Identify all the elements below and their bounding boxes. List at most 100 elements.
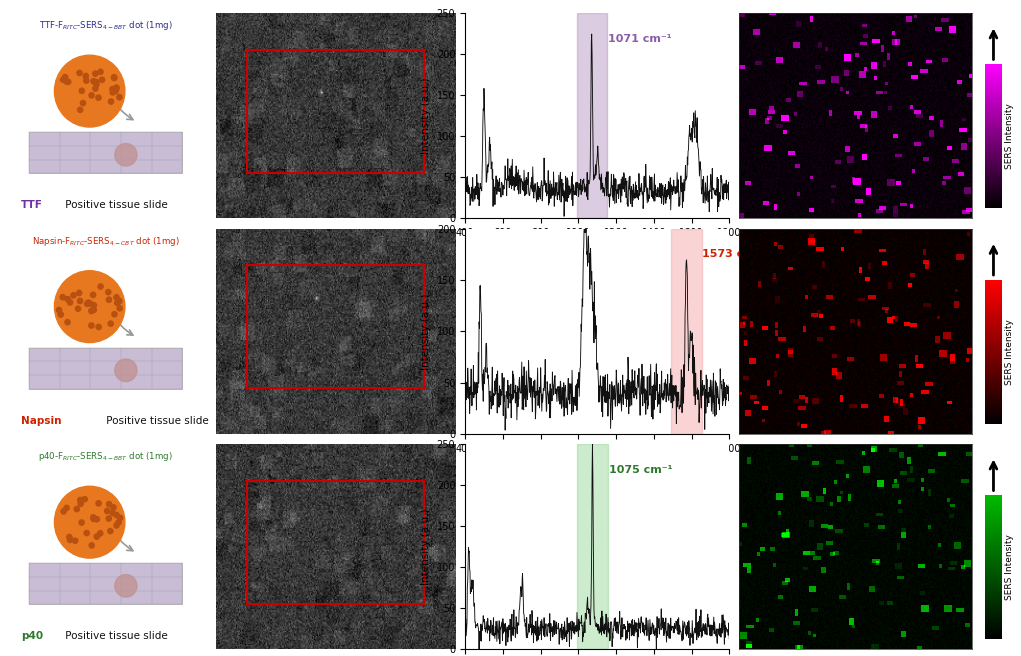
Text: SERS Intensity: SERS Intensity [1005,535,1014,600]
Bar [247,50,424,173]
Circle shape [77,291,82,296]
Circle shape [65,319,70,325]
FancyBboxPatch shape [30,348,183,389]
FancyBboxPatch shape [30,564,183,604]
Circle shape [56,307,61,313]
Text: 1075 cm⁻¹: 1075 cm⁻¹ [609,464,672,475]
Circle shape [78,501,84,506]
Circle shape [112,312,117,317]
Circle shape [83,73,89,79]
Y-axis label: Intensity (a.u.): Intensity (a.u.) [422,293,431,369]
Circle shape [114,512,119,518]
Circle shape [91,302,97,308]
Circle shape [54,271,125,342]
Circle shape [98,531,103,536]
Circle shape [94,534,99,539]
Circle shape [64,79,69,84]
Circle shape [72,538,78,543]
Circle shape [108,321,113,326]
Circle shape [111,75,116,81]
Circle shape [108,99,113,104]
FancyBboxPatch shape [30,132,183,173]
Bar [577,13,606,218]
Circle shape [111,504,116,510]
Y-axis label: Intensity (a.u.): Intensity (a.u.) [422,77,431,154]
Circle shape [89,323,94,328]
Circle shape [89,308,94,314]
Circle shape [70,293,77,298]
Circle shape [113,86,118,91]
X-axis label: Raman Shift (cm⁻¹): Raman Shift (cm⁻¹) [547,459,647,469]
Circle shape [106,297,111,302]
Text: Positive tissue slide: Positive tissue slide [62,631,168,641]
Circle shape [106,516,111,522]
Circle shape [96,95,101,100]
Text: SERS Intensity: SERS Intensity [1005,319,1014,384]
Circle shape [111,75,116,80]
Text: p40: p40 [21,631,43,641]
Circle shape [94,82,99,87]
Circle shape [80,88,85,93]
Circle shape [78,497,83,502]
Bar [247,481,424,604]
Circle shape [99,77,105,83]
Circle shape [106,289,111,295]
Circle shape [116,520,121,525]
Circle shape [88,301,93,306]
Circle shape [114,295,119,300]
Text: Positive tissue slide: Positive tissue slide [103,416,209,426]
Circle shape [62,74,67,80]
Circle shape [91,79,96,84]
Circle shape [67,537,72,543]
Circle shape [77,70,82,75]
Circle shape [94,79,99,85]
Text: Positive tissue slide: Positive tissue slide [62,200,168,210]
Circle shape [84,530,89,536]
Circle shape [61,508,66,514]
Circle shape [98,69,103,75]
Circle shape [75,506,80,512]
Bar [672,229,701,434]
Circle shape [113,89,118,94]
Text: Napsin-F$_{RITC}$-SERS$_{4-CBT}$ dot (1mg): Napsin-F$_{RITC}$-SERS$_{4-CBT}$ dot (1m… [32,235,180,248]
Circle shape [54,55,125,127]
Circle shape [104,508,110,514]
Circle shape [78,298,83,304]
Circle shape [98,284,103,289]
Text: 1573 cm⁻¹: 1573 cm⁻¹ [702,249,766,259]
Circle shape [96,501,101,506]
Circle shape [91,292,96,298]
Circle shape [78,107,83,112]
Circle shape [117,515,123,521]
Circle shape [86,300,91,305]
Circle shape [54,486,125,558]
Circle shape [114,523,119,528]
Circle shape [114,359,137,382]
Circle shape [89,543,94,548]
Text: 1071 cm⁻¹: 1071 cm⁻¹ [607,33,672,44]
Circle shape [76,306,81,312]
Circle shape [67,300,72,305]
Circle shape [65,297,70,302]
Text: Napsin: Napsin [21,416,61,426]
Circle shape [114,300,119,306]
Circle shape [81,100,86,106]
Circle shape [113,85,119,91]
Text: TTF: TTF [21,200,43,210]
Text: SERS Intensity: SERS Intensity [1005,104,1014,169]
Bar [247,265,424,388]
Circle shape [91,516,96,522]
Y-axis label: Intensity (a.u.): Intensity (a.u.) [422,508,431,585]
Circle shape [94,516,99,522]
Circle shape [66,535,72,540]
Circle shape [96,324,101,330]
Bar [577,444,607,649]
Circle shape [58,312,63,318]
Circle shape [60,77,65,83]
Circle shape [89,92,94,98]
Circle shape [93,71,98,76]
X-axis label: Raman Shift (cm⁻¹): Raman Shift (cm⁻¹) [547,243,647,254]
Circle shape [65,79,70,85]
Circle shape [85,301,90,306]
Circle shape [93,86,98,91]
